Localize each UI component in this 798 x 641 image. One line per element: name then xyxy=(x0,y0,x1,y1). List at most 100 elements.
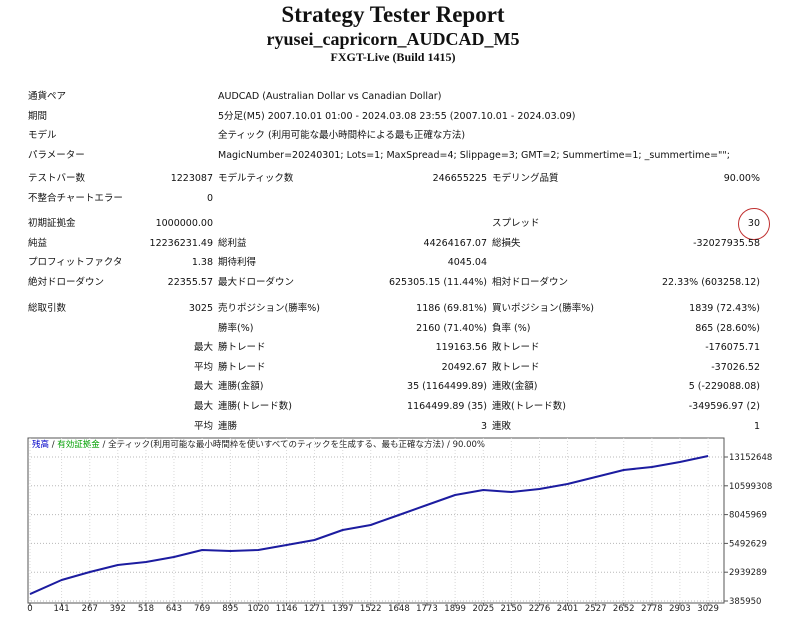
row-label: 期間 xyxy=(28,110,48,122)
row-value: 0 xyxy=(206,192,213,204)
row-label: 絶対ドローダウン xyxy=(28,276,105,288)
row-value: 1839 (72.43%) xyxy=(689,303,760,314)
row-label: 相対ドローダウン xyxy=(492,276,569,288)
row-value: 最大 xyxy=(193,381,213,393)
row-value: 30 xyxy=(747,218,760,229)
row-value: 20492.67 xyxy=(441,361,487,373)
x-tick-label: 769 xyxy=(194,604,210,614)
x-tick-label: 2025 xyxy=(473,604,495,614)
legend-item: 90.00% xyxy=(453,440,485,450)
row-label: 期待利得 xyxy=(218,257,257,269)
row-label: 勝トレード xyxy=(218,342,266,354)
x-tick-label: 1773 xyxy=(416,604,438,614)
row-value: 平均 xyxy=(193,361,213,373)
y-tick-label: 8045969 xyxy=(729,511,767,521)
row-label: 買いポジション(勝率%) xyxy=(492,303,594,314)
row-value: -32027935.58 xyxy=(693,237,760,249)
row-label: AUDCAD (Australian Dollar vs Canadian Do… xyxy=(218,91,442,102)
row-label: モデル xyxy=(28,130,57,142)
legend-separator: / xyxy=(49,440,57,450)
x-tick-label: 1522 xyxy=(360,604,382,614)
row-value: 3 xyxy=(480,420,487,432)
highlight-circle xyxy=(738,208,770,240)
row-label: MagicNumber=20240301; Lots=1; MaxSpread=… xyxy=(218,149,730,161)
row-label: 総利益 xyxy=(218,237,247,249)
row-label: 連勝(金額) xyxy=(218,381,264,393)
row-label: 連敗 xyxy=(492,420,512,432)
row-value: -37026.52 xyxy=(711,361,760,373)
row-label: 連敗(トレード数) xyxy=(492,401,566,412)
row-label: 通貨ペア xyxy=(28,91,67,102)
row-value: 22.33% (603258.12) xyxy=(661,276,760,288)
row-label: 連勝(トレード数) xyxy=(218,401,292,412)
y-tick-label: 2939289 xyxy=(729,568,767,578)
row-label: 売りポジション(勝率%) xyxy=(218,303,320,314)
row-value: 3025 xyxy=(188,303,213,314)
x-tick-label: 2527 xyxy=(585,604,607,614)
y-tick-label: 385950 xyxy=(729,597,761,607)
row-value: -176075.71 xyxy=(705,342,760,354)
row-value: 625305.15 (11.44%) xyxy=(388,276,487,288)
row-value: 246655225 xyxy=(432,173,487,184)
y-tick-label: 5492629 xyxy=(729,539,767,549)
balance-chart: 残高 / 有効証拠金 / 全ティック(利用可能な最小時間枠を使いすべてのティック… xyxy=(27,437,772,614)
x-tick-label: 1146 xyxy=(276,604,298,614)
row-label: 初期証拠金 xyxy=(28,218,76,229)
x-tick-label: 518 xyxy=(138,604,154,614)
x-tick-label: 2652 xyxy=(613,604,635,614)
row-label: 最大ドローダウン xyxy=(218,276,295,288)
y-tick-label: 10599308 xyxy=(729,482,772,492)
x-tick-label: 2150 xyxy=(501,604,523,614)
legend-separator: / xyxy=(100,440,108,450)
row-value: 5 (-229088.08) xyxy=(688,381,760,393)
x-tick-label: 2276 xyxy=(529,604,551,614)
x-tick-label: 2401 xyxy=(557,604,579,614)
row-value: 1 xyxy=(753,420,760,432)
row-label: 5分足(M5) 2007.10.01 01:00 - 2024.03.08 23… xyxy=(218,110,576,122)
x-tick-label: 1271 xyxy=(304,604,326,614)
balance-line xyxy=(29,455,709,596)
legend-item: 残高 xyxy=(32,439,49,450)
row-value: 119163.56 xyxy=(435,342,487,354)
x-tick-label: 643 xyxy=(166,604,182,614)
plot-frame xyxy=(27,437,725,604)
x-tick-label: 1020 xyxy=(248,604,270,614)
legend-item: 全ティック(利用可能な最小時間枠を使いすべてのティックを生成する、最も正確な方法… xyxy=(108,439,444,450)
row-label: 敗トレード xyxy=(492,361,540,373)
row-label: 不整合チャートエラー xyxy=(28,192,123,204)
row-value: 90.00% xyxy=(723,173,760,184)
row-value: 最大 xyxy=(193,342,213,354)
row-label: 純益 xyxy=(28,237,48,249)
row-value: 12236231.49 xyxy=(149,237,213,249)
row-value: 平均 xyxy=(193,420,213,432)
row-label: 全ティック (利用可能な最小時間枠による最も正確な方法) xyxy=(218,130,466,142)
row-label: 総損失 xyxy=(492,237,521,249)
x-tick-label: 0 xyxy=(27,604,32,614)
x-tick-label: 1899 xyxy=(444,604,466,614)
build-info: FXGT-Live (Build 1415) xyxy=(330,50,456,64)
row-value: 最大 xyxy=(193,401,213,412)
row-value: 44264167.07 xyxy=(423,237,487,249)
legend-separator: / xyxy=(444,440,452,450)
row-value: 1.38 xyxy=(191,257,213,269)
x-tick-label: 3029 xyxy=(697,604,719,614)
row-label: テストバー数 xyxy=(28,173,86,184)
row-label: 連勝 xyxy=(218,420,238,432)
row-label: 総取引数 xyxy=(28,303,67,314)
row-value: 865 (28.60%) xyxy=(695,322,760,334)
row-label: 勝率(%) xyxy=(218,322,254,334)
report-title: Strategy Tester Report xyxy=(281,2,505,27)
row-label: 勝トレード xyxy=(218,361,266,373)
x-tick-label: 2778 xyxy=(641,604,663,614)
row-value: 1164499.89 (35) xyxy=(407,401,487,412)
x-tick-label: 1397 xyxy=(332,604,354,614)
row-value: 1186 (69.81%) xyxy=(416,303,487,314)
row-label: 敗トレード xyxy=(492,342,540,354)
row-label: モデリング品質 xyxy=(492,173,559,184)
row-value: 1000000.00 xyxy=(155,218,213,229)
row-label: モデルティック数 xyxy=(218,173,294,184)
row-value: -349596.97 (2) xyxy=(688,401,760,412)
x-tick-label: 141 xyxy=(53,604,69,614)
